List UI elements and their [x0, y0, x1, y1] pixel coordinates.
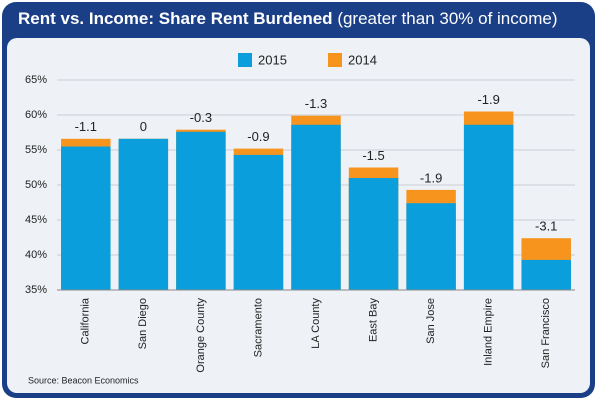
x-tick-label: Orange County: [195, 298, 207, 373]
legend-label: 2014: [348, 52, 377, 67]
source: Source: Beacon Economics: [28, 375, 139, 385]
legend-label: 2015: [258, 52, 287, 67]
title-text: Rent vs. Income: Share Rent Burdened: [18, 9, 333, 28]
bar: [176, 131, 226, 290]
x-tick-label: East Bay: [367, 298, 379, 343]
y-tick-label: 65%: [25, 74, 47, 86]
change-label: -1.9: [420, 170, 442, 185]
change-label: -0.9: [247, 129, 269, 144]
chart-title: Rent vs. Income: Share Rent Burdened (gr…: [18, 9, 557, 28]
change-label: -1.5: [362, 148, 384, 163]
bar: [291, 124, 341, 290]
x-tick-label: LA County: [310, 298, 322, 349]
y-tick-label: 60%: [25, 109, 47, 121]
y-tick-label: 55%: [25, 144, 47, 156]
y-tick-label: 45%: [25, 214, 47, 226]
x-tick-label: San Jose: [425, 298, 437, 344]
x-tick-label: California: [80, 297, 92, 344]
bar: [521, 259, 571, 290]
y-tick-label: 50%: [25, 179, 47, 191]
change-label: -1.3: [305, 96, 327, 111]
y-tick-label: 35%: [25, 284, 47, 296]
legend-swatch: [328, 53, 342, 67]
bar: [348, 178, 399, 290]
change-label: -1.1: [75, 119, 97, 134]
bar: [233, 154, 284, 290]
bar: [406, 203, 456, 290]
y-tick-label: 40%: [25, 249, 47, 261]
change-label: -3.1: [535, 219, 557, 234]
x-tick-label: Inland Empire: [483, 298, 495, 366]
bar: [61, 146, 111, 290]
legend-swatch: [238, 53, 252, 67]
bar: [463, 124, 514, 290]
x-tick-label: San Francisco: [540, 298, 552, 368]
x-tick-label: Sacramento: [252, 298, 264, 357]
subtitle: (greater than 30% of income): [337, 9, 557, 28]
change-label: -0.3: [190, 110, 212, 125]
x-tick-label: San Diego: [137, 298, 149, 349]
change-label: 0: [140, 119, 147, 134]
change-label: -1.9: [477, 92, 499, 107]
bar: [118, 138, 169, 290]
